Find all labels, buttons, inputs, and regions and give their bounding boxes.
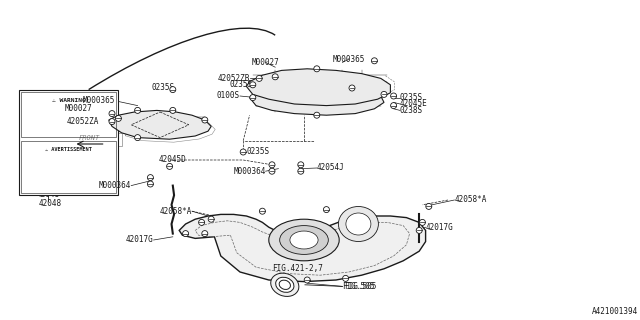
Text: M00027: M00027 xyxy=(252,58,280,67)
Text: FIG.505: FIG.505 xyxy=(344,282,376,291)
Circle shape xyxy=(342,276,349,281)
Text: M000364: M000364 xyxy=(99,181,131,190)
Text: 42017G: 42017G xyxy=(426,223,453,232)
Circle shape xyxy=(381,92,387,97)
Circle shape xyxy=(416,228,422,233)
Circle shape xyxy=(134,135,141,140)
Circle shape xyxy=(390,93,397,99)
Text: 0235S: 0235S xyxy=(246,148,269,156)
Text: 42058*A: 42058*A xyxy=(454,196,487,204)
Circle shape xyxy=(198,220,205,225)
Text: 42054J: 42054J xyxy=(317,164,344,172)
Circle shape xyxy=(272,74,278,80)
Circle shape xyxy=(208,216,214,222)
Circle shape xyxy=(259,208,266,214)
Text: 42045D: 42045D xyxy=(159,156,187,164)
Text: 42045E: 42045E xyxy=(400,100,428,108)
Circle shape xyxy=(115,116,122,121)
Text: FIG.421-2,7: FIG.421-2,7 xyxy=(272,264,323,273)
Circle shape xyxy=(202,231,208,236)
Circle shape xyxy=(314,66,320,72)
Text: 42048: 42048 xyxy=(38,199,61,208)
Polygon shape xyxy=(109,110,211,139)
Text: ⚠ WARNING: ⚠ WARNING xyxy=(52,98,86,103)
Text: FIG.505: FIG.505 xyxy=(342,282,375,291)
Ellipse shape xyxy=(276,277,294,292)
Circle shape xyxy=(298,168,304,174)
Ellipse shape xyxy=(346,213,371,235)
Text: 42058*A: 42058*A xyxy=(159,207,192,216)
Circle shape xyxy=(134,108,141,113)
Circle shape xyxy=(202,117,208,123)
Circle shape xyxy=(109,111,115,116)
Circle shape xyxy=(147,175,154,180)
Circle shape xyxy=(390,103,397,108)
Circle shape xyxy=(314,112,320,118)
Text: 42017G: 42017G xyxy=(126,236,154,244)
Ellipse shape xyxy=(290,231,318,249)
Text: 42052ZB: 42052ZB xyxy=(217,74,250,83)
Circle shape xyxy=(170,87,176,92)
Ellipse shape xyxy=(271,273,299,296)
Bar xyxy=(58,133,122,146)
Circle shape xyxy=(240,149,246,155)
Text: M000365: M000365 xyxy=(333,55,365,64)
Text: 42052ZA: 42052ZA xyxy=(67,117,99,126)
Text: A421001394: A421001394 xyxy=(592,307,638,316)
Circle shape xyxy=(304,277,310,283)
Ellipse shape xyxy=(279,280,291,290)
Circle shape xyxy=(182,231,189,236)
Circle shape xyxy=(250,82,256,88)
Text: ⚠ AVERTISSEMENT: ⚠ AVERTISSEMENT xyxy=(45,147,92,152)
Text: 0235S: 0235S xyxy=(230,80,253,89)
Circle shape xyxy=(298,162,304,168)
Text: FRONT: FRONT xyxy=(79,135,100,140)
Text: 0235S: 0235S xyxy=(400,93,423,102)
Circle shape xyxy=(147,181,154,187)
Bar xyxy=(19,90,118,195)
Circle shape xyxy=(109,119,115,124)
Circle shape xyxy=(426,204,432,209)
Text: M00027: M00027 xyxy=(65,104,93,113)
Polygon shape xyxy=(250,86,384,115)
Text: FIG.421-2,7: FIG.421-2,7 xyxy=(272,261,323,270)
Text: 42048: 42048 xyxy=(36,190,60,199)
Circle shape xyxy=(256,76,262,81)
Polygon shape xyxy=(246,69,390,106)
Text: 0238S: 0238S xyxy=(400,106,423,115)
Circle shape xyxy=(349,85,355,91)
Bar xyxy=(21,141,116,193)
Ellipse shape xyxy=(269,219,339,261)
Ellipse shape xyxy=(339,206,378,242)
Circle shape xyxy=(371,58,378,64)
Circle shape xyxy=(166,164,173,169)
Circle shape xyxy=(250,95,256,100)
Circle shape xyxy=(269,168,275,174)
Text: 0100S: 0100S xyxy=(217,92,240,100)
Text: M000365: M000365 xyxy=(83,96,115,105)
Text: 0235S: 0235S xyxy=(152,84,175,92)
Circle shape xyxy=(419,220,426,225)
Bar xyxy=(21,92,116,137)
Circle shape xyxy=(323,207,330,212)
Polygon shape xyxy=(179,214,426,282)
Circle shape xyxy=(269,162,275,168)
Ellipse shape xyxy=(280,226,328,254)
Circle shape xyxy=(170,108,176,113)
Text: M000364: M000364 xyxy=(233,167,266,176)
